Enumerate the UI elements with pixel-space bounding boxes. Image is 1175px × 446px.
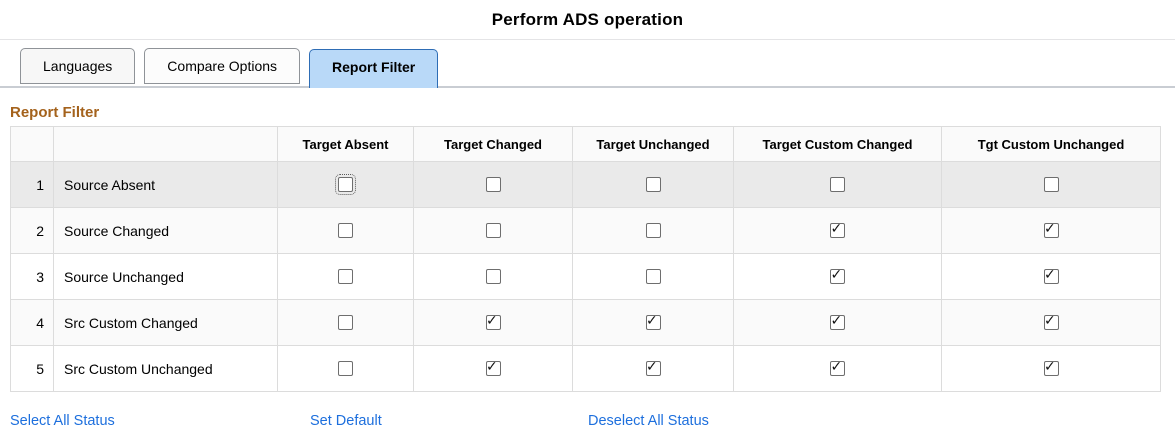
checkbox-source-changed-target-absent[interactable] xyxy=(338,222,353,238)
grid-cell xyxy=(941,207,1161,254)
grid-cell xyxy=(413,345,573,392)
grid-row-src-custom-changed: 4 Src Custom Changed xyxy=(10,299,1161,346)
footer-links: Select All Status Set Default Deselect All… xyxy=(10,413,1175,433)
grid-header-tgt-custom-unchanged: Tgt Custom Unchanged xyxy=(941,126,1161,162)
tab-compare-options[interactable]: Compare Options xyxy=(144,48,301,84)
row-label: Src Custom Unchanged xyxy=(53,345,278,392)
checkbox-source-unchanged-target-custom-changed[interactable] xyxy=(830,267,845,284)
grid-cell xyxy=(413,253,573,300)
report-filter-section: Report Filter Target Absent Target Change… xyxy=(0,104,1175,433)
grid-cell xyxy=(277,299,414,346)
grid-header-rowlabel xyxy=(53,126,278,162)
row-number: 1 xyxy=(10,161,54,208)
checkbox-src-custom-unchanged-target-custom-changed[interactable] xyxy=(830,359,845,376)
grid-cell xyxy=(572,253,734,300)
checkbox-source-changed-target-changed[interactable] xyxy=(485,222,501,238)
checkbox-source-absent-tgt-custom-unchanged[interactable] xyxy=(1043,176,1059,192)
grid-header-target-custom-changed: Target Custom Changed xyxy=(733,126,942,162)
grid-cell xyxy=(413,207,573,254)
checkbox-source-absent-target-custom-changed[interactable] xyxy=(830,176,845,192)
checkbox-source-absent-target-changed[interactable] xyxy=(485,176,501,192)
checkbox-src-custom-changed-target-absent[interactable] xyxy=(338,314,353,330)
grid-cell xyxy=(941,299,1161,346)
grid-row-source-absent: 1 Source Absent xyxy=(10,161,1161,208)
checkbox-src-custom-unchanged-target-changed[interactable] xyxy=(485,359,501,376)
checkbox-src-custom-changed-tgt-custom-unchanged[interactable] xyxy=(1043,313,1059,330)
grid-cell xyxy=(572,207,734,254)
checkbox-src-custom-unchanged-target-absent[interactable] xyxy=(338,360,353,376)
grid-cell xyxy=(277,253,414,300)
link-deselect-all-status[interactable]: Deselect All Status xyxy=(588,413,709,429)
grid-cell xyxy=(277,207,414,254)
row-number: 5 xyxy=(10,345,54,392)
checkbox-source-changed-target-custom-changed[interactable] xyxy=(830,221,845,238)
row-number: 4 xyxy=(10,299,54,346)
grid-cell xyxy=(572,161,734,208)
report-filter-grid: Target Absent Target Changed Target Unchan… xyxy=(10,126,1161,392)
grid-cell xyxy=(413,299,573,346)
row-number: 2 xyxy=(10,207,54,254)
link-select-all-status[interactable]: Select All Status xyxy=(10,413,115,429)
checkbox-source-unchanged-target-unchanged[interactable] xyxy=(645,268,661,284)
grid-cell xyxy=(277,345,414,392)
page-title: Perform ADS operation xyxy=(491,9,684,29)
tab-bar: Languages Compare Options Report Filter xyxy=(0,40,1175,88)
checkbox-source-changed-target-unchanged[interactable] xyxy=(645,222,661,238)
grid-cell xyxy=(572,299,734,346)
grid-header-rownum xyxy=(10,126,54,162)
checkbox-source-changed-tgt-custom-unchanged[interactable] xyxy=(1043,221,1059,238)
grid-header-row: Target Absent Target Changed Target Unchan… xyxy=(10,126,1161,162)
checkbox-source-absent-target-absent[interactable] xyxy=(335,173,356,195)
page-header: Perform ADS operation xyxy=(0,0,1175,40)
grid-cell xyxy=(572,345,734,392)
checkbox-source-unchanged-tgt-custom-unchanged[interactable] xyxy=(1043,267,1059,284)
tab-languages[interactable]: Languages xyxy=(20,48,136,84)
grid-cell xyxy=(941,345,1161,392)
grid-cell xyxy=(733,299,942,346)
grid-cell xyxy=(941,253,1161,300)
grid-cell xyxy=(733,345,942,392)
row-label: Src Custom Changed xyxy=(53,299,278,346)
checkbox-src-custom-changed-target-changed[interactable] xyxy=(485,313,501,330)
checkbox-src-custom-unchanged-tgt-custom-unchanged[interactable] xyxy=(1043,359,1059,376)
checkbox-source-unchanged-target-absent[interactable] xyxy=(338,268,353,284)
grid-cell xyxy=(941,161,1161,208)
grid-cell xyxy=(413,161,573,208)
checkbox-src-custom-changed-target-unchanged[interactable] xyxy=(645,313,661,330)
row-label: Source Changed xyxy=(53,207,278,254)
checkbox-source-absent-target-unchanged[interactable] xyxy=(645,176,661,192)
grid-cell xyxy=(277,161,414,208)
grid-row-source-unchanged: 3 Source Unchanged xyxy=(10,253,1161,300)
grid-cell xyxy=(733,161,942,208)
section-heading: Report Filter xyxy=(10,104,100,121)
link-set-default[interactable]: Set Default xyxy=(310,413,382,429)
row-number: 3 xyxy=(10,253,54,300)
grid-cell xyxy=(733,207,942,254)
grid-row-src-custom-unchanged: 5 Src Custom Unchanged xyxy=(10,345,1161,392)
grid-cell xyxy=(733,253,942,300)
row-label: Source Unchanged xyxy=(53,253,278,300)
grid-header-target-absent: Target Absent xyxy=(277,126,414,162)
grid-header-target-changed: Target Changed xyxy=(413,126,573,162)
grid-header-target-unchanged: Target Unchanged xyxy=(572,126,734,162)
grid-row-source-changed: 2 Source Changed xyxy=(10,207,1161,254)
row-label: Source Absent xyxy=(53,161,278,208)
checkbox-src-custom-changed-target-custom-changed[interactable] xyxy=(830,313,845,330)
checkbox-src-custom-unchanged-target-unchanged[interactable] xyxy=(645,359,661,376)
tab-report-filter[interactable]: Report Filter xyxy=(309,49,439,88)
checkbox-source-unchanged-target-changed[interactable] xyxy=(485,268,501,284)
